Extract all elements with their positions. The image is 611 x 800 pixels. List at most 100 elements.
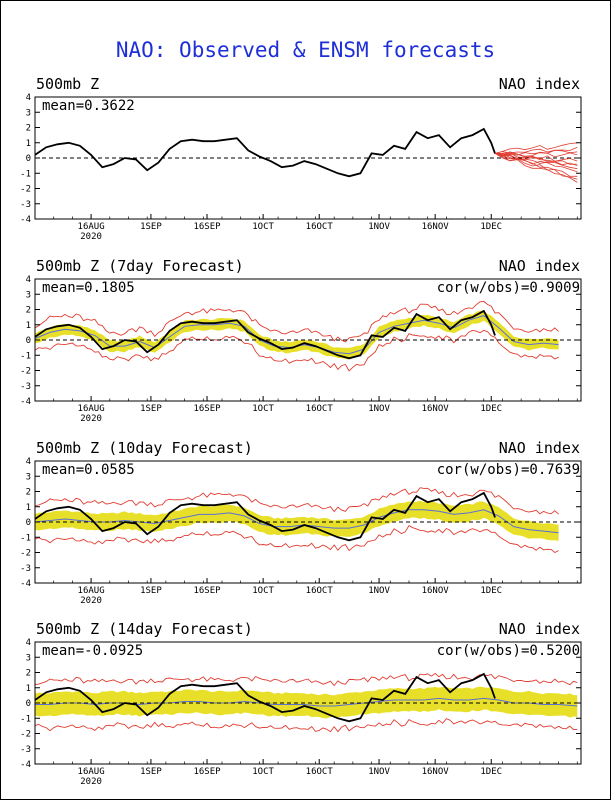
spread-band [35,500,559,541]
x-tick-label: 1SEP [140,586,162,596]
spread-band [35,310,559,360]
panel-title: 500mb Z (14day Forecast) [36,620,253,638]
mean-label: mean=-0.0925 [42,643,143,659]
x-tick-label: 16AUG [78,586,105,596]
chart-panel-1 [34,96,582,220]
x-tick-label: 1OCT [252,586,274,596]
x-tick-label: 16SEP [193,222,221,232]
y-tick-label: -2 [20,549,31,559]
chart-panel-3 [34,460,582,584]
y-tick-label: 3 [26,472,31,482]
y-tick-label: 2 [26,669,31,679]
y-tick-label: -2 [20,730,31,740]
chart-panel-2 [34,278,582,402]
x-tick-label: 1OCT [252,404,274,414]
ensemble-upper-line [34,300,559,343]
x-tick-label: 16NOV [422,404,450,414]
y-tick-label: 4 [26,638,31,648]
panel-right-title: NAO index [499,75,580,93]
chart-panel-4 [34,641,582,765]
x-tick-label: 16NOV [422,222,450,232]
ensemble-mean-line [34,509,559,534]
ensemble-member-line [494,149,578,156]
y-tick-label: 1 [26,321,31,331]
panel-right-title: NAO index [499,439,580,457]
main-title: NAO: Observed & ENSM forecasts [115,38,496,62]
x-tick-label: 16OCT [306,222,334,232]
x-tick-label: 1DEC [480,404,502,414]
y-tick-label: 0 [26,336,31,346]
y-tick-label: 4 [26,93,31,103]
y-tick-label: -1 [20,169,31,179]
y-tick-label: -4 [20,215,31,225]
x-tick-label: 16OCT [306,404,334,414]
ensemble-upper-line [34,487,559,515]
y-tick-label: 2 [26,488,31,498]
panel-right-title: NAO index [499,257,580,275]
y-tick-label: 1 [26,684,31,694]
x-tick-label: 16OCT [306,586,334,596]
ensemble-member-line [494,153,578,170]
x-tick-label: 16AUG [78,222,105,232]
panel-title: 500mb Z [36,75,99,93]
y-tick-label: 2 [26,306,31,316]
x-tick-sublabel: 2020 [80,414,102,424]
x-tick-label: 1DEC [480,222,502,232]
observed-line [34,309,496,360]
x-tick-label: 16NOV [422,586,450,596]
ensemble-upper-line [34,672,578,687]
y-tick-label: -4 [20,760,31,770]
y-tick-label: 3 [26,108,31,118]
panel-title: 500mb Z (10day Forecast) [36,439,253,457]
ensemble-member-line [494,153,578,165]
ensemble-member-line [494,153,578,180]
mean-label: mean=0.1805 [42,280,135,296]
mean-label: mean=0.3622 [42,98,135,114]
ensemble-lower-line [34,329,559,372]
x-tick-label: 16AUG [78,767,105,777]
y-tick-label: -4 [20,397,31,407]
x-tick-label: 1SEP [140,404,162,414]
y-tick-label: -3 [20,382,31,392]
correlation-label: cor(w/obs)=0.9009 [437,280,580,296]
y-tick-label: 3 [26,653,31,663]
x-tick-label: 16OCT [306,767,334,777]
y-tick-label: -4 [20,579,31,589]
y-tick-label: -2 [20,367,31,377]
x-tick-label: 16AUG [78,404,105,414]
y-tick-label: -3 [20,200,31,210]
x-tick-sublabel: 2020 [80,777,102,787]
observed-line [34,127,496,178]
spread-band [35,686,578,719]
x-tick-sublabel: 2020 [80,232,102,242]
y-tick-label: -1 [20,351,31,361]
x-tick-label: 16SEP [193,767,221,777]
x-tick-sublabel: 2020 [80,596,102,606]
y-tick-label: -3 [20,564,31,574]
mean-label: mean=0.0585 [42,462,135,478]
y-tick-label: 3 [26,290,31,300]
observed-line [34,491,496,542]
y-tick-label: -3 [20,745,31,755]
y-tick-label: 0 [26,154,31,164]
panel-title: 500mb Z (7day Forecast) [36,257,244,275]
y-tick-label: 0 [26,699,31,709]
ensemble-lower-line [34,524,559,554]
x-tick-label: 1NOV [368,222,390,232]
x-tick-label: 1OCT [252,222,274,232]
x-tick-label: 1DEC [480,767,502,777]
x-tick-label: 1NOV [368,404,390,414]
y-tick-label: 4 [26,275,31,285]
y-tick-label: -1 [20,533,31,543]
x-tick-label: 1SEP [140,222,162,232]
y-tick-label: 1 [26,139,31,149]
y-tick-label: -2 [20,185,31,195]
x-tick-label: 1DEC [480,586,502,596]
y-tick-label: 2 [26,124,31,134]
x-tick-label: 16SEP [193,404,221,414]
ensemble-member-line [494,153,578,173]
ensemble-member-line [494,142,578,154]
ensemble-lower-line [34,718,578,733]
y-tick-label: -1 [20,714,31,724]
